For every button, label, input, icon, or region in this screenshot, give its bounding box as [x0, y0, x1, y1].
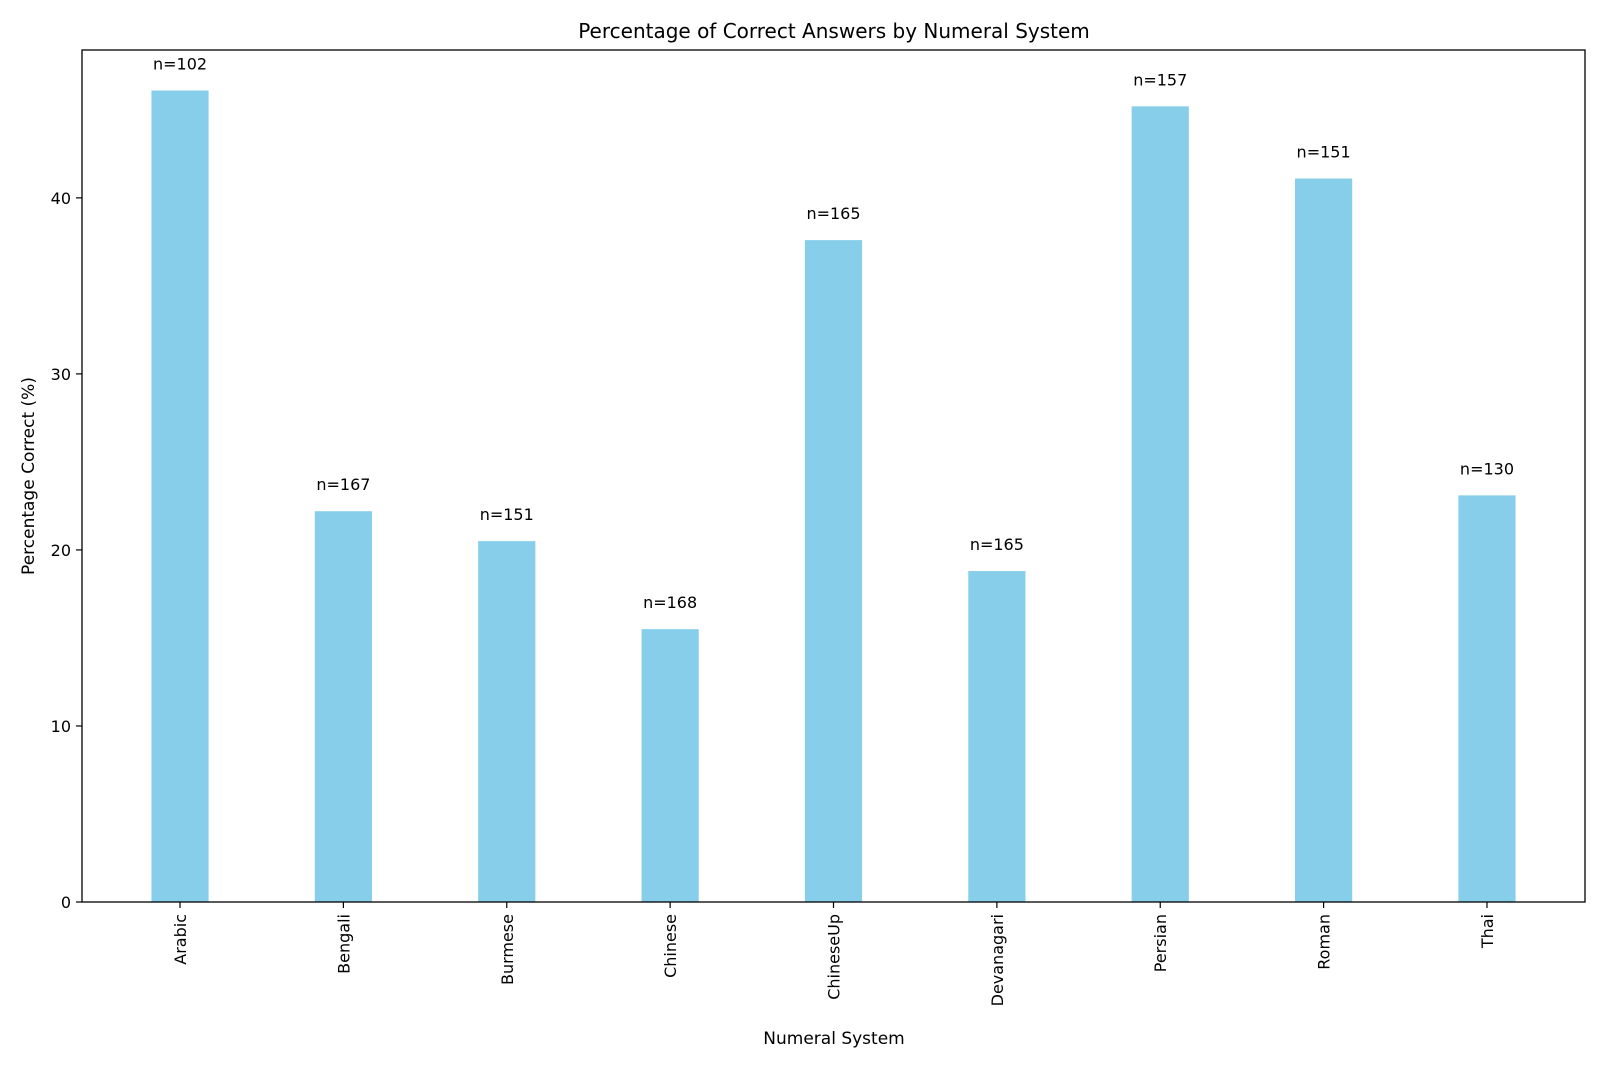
x-axis-ticks: Arabic Bengali Burmese Chinese ChineseUp Deva… — [171, 902, 1497, 1006]
x-tick-label: Thai — [1478, 914, 1497, 949]
bar-bengali — [314, 511, 372, 902]
y-tick-label: 40 — [51, 189, 71, 208]
x-tick-label: Arabic — [171, 914, 190, 965]
bar-annotation: n=130 — [1460, 459, 1514, 478]
x-tick-label: Bengali — [334, 914, 353, 974]
chart-title: Percentage of Correct Answers by Numeral… — [578, 19, 1090, 43]
bar-annotation: n=165 — [970, 535, 1024, 554]
x-tick-label: Burmese — [498, 914, 517, 985]
bar-annotation: n=165 — [806, 204, 860, 223]
bar-annotation: n=151 — [480, 505, 534, 524]
x-tick-label: ChineseUp — [825, 914, 844, 1000]
bar-annotation: n=167 — [316, 475, 370, 494]
x-axis-label: Numeral System — [763, 1029, 904, 1049]
x-tick-label: Roman — [1315, 914, 1334, 970]
y-axis-ticks: 0 10 20 30 40 — [51, 189, 82, 912]
bar-annotation: n=168 — [643, 593, 697, 612]
y-tick-label: 10 — [51, 717, 71, 736]
x-tick-label: Persian — [1151, 914, 1170, 972]
bar-annotation: n=151 — [1297, 143, 1351, 162]
bar-devanagari — [968, 571, 1026, 902]
bar-chineseup — [804, 240, 863, 902]
bar-annotations: n=102 n=167 n=151 n=168 n=165 n=165 n=157 n=151… — [153, 54, 1514, 612]
x-tick-label: Devanagari — [988, 914, 1007, 1006]
y-tick-label: 30 — [51, 365, 71, 384]
y-tick-label: 0 — [61, 893, 71, 912]
bar-annotation: n=157 — [1133, 70, 1187, 89]
bar-annotation: n=102 — [153, 54, 207, 73]
bar-burmese — [478, 541, 536, 902]
bar-arabic — [151, 90, 209, 902]
x-tick-label: Chinese — [661, 914, 680, 978]
bar-persian — [1131, 106, 1189, 903]
y-tick-label: 20 — [51, 541, 71, 560]
y-axis-label: Percentage Correct (%) — [19, 377, 39, 575]
bar-thai — [1458, 495, 1516, 902]
bar-roman — [1295, 178, 1353, 902]
bars-layer — [151, 90, 1516, 903]
bar-chinese — [641, 629, 699, 902]
